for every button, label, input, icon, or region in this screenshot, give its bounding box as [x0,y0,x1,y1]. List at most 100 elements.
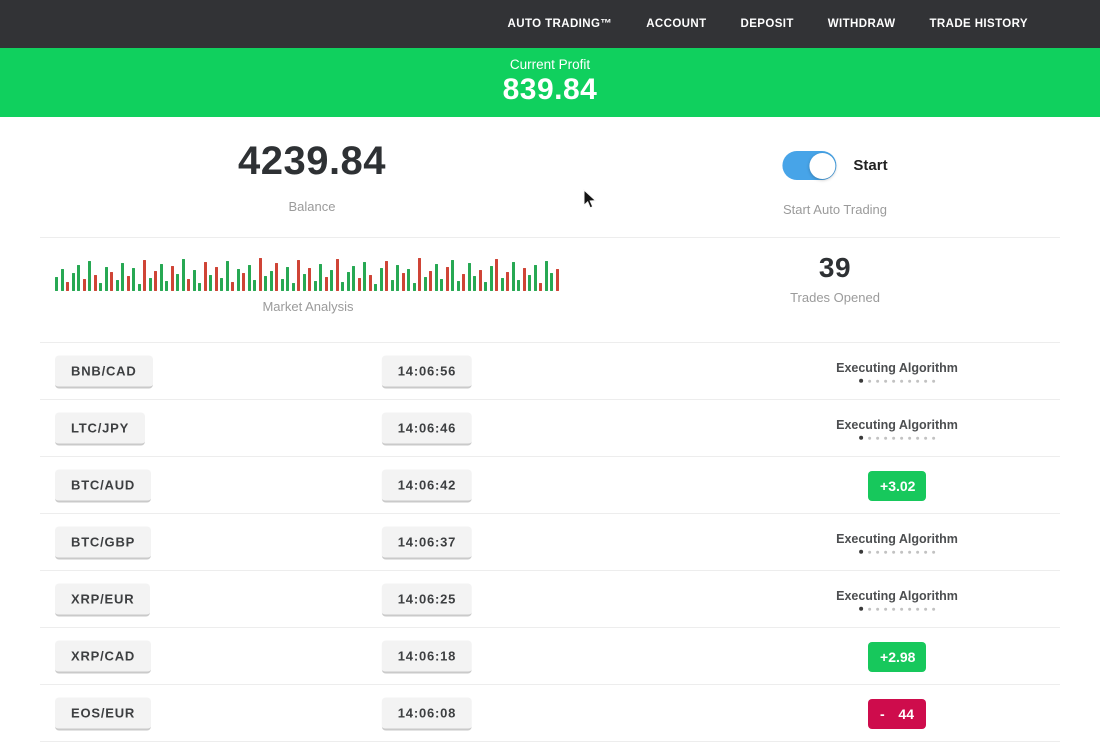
chart-bar [192,270,196,291]
trade-status: Executing Algorithm [836,531,958,554]
auto-trading-toggle[interactable] [782,151,837,180]
progress-dot [899,550,903,554]
chart-bar [517,280,520,291]
executing-progress-dots [836,549,958,554]
progress-dot [899,379,903,383]
chart-bar [258,258,262,291]
auto-trading-label: Start Auto Trading [782,202,888,217]
chart-bar [412,283,416,291]
trade-status: -44 [868,698,926,729]
chart-bar [528,275,531,291]
nav-item-account[interactable]: ACCOUNT [646,18,707,30]
chart-bar [88,261,91,291]
trade-status: +2.98 [868,641,926,672]
trade-status: Executing Algorithm [836,588,958,611]
chart-bar [242,273,245,291]
trade-status: Executing Algorithm [836,360,958,383]
progress-dot [858,378,863,383]
nav-item-trade-history[interactable]: TRADE HISTORY [929,18,1028,30]
trade-row: EOS/EUR 14:06:08 -44 [0,685,1100,742]
chart-bar [335,259,339,291]
progress-dot [915,550,919,554]
nav-item-auto-trading[interactable]: AUTO TRADING™ [507,18,613,30]
progress-dot [883,379,887,383]
toggle-state-label: Start [853,157,888,174]
progress-dot [891,379,895,383]
chart-bar [324,277,328,291]
toggle-knob [808,152,835,179]
chart-bar [253,280,256,291]
trades-opened-label: Trades Opened [790,290,880,305]
chart-bar [511,262,515,291]
progress-dot [915,436,919,440]
trade-status: Executing Algorithm [836,417,958,440]
executing-algorithm-label: Executing Algorithm [836,531,958,546]
result-sign: - [880,705,885,722]
chart-bar [330,270,333,291]
chart-bar [308,268,311,291]
trade-result-badge: +2.98 [868,641,926,672]
market-analysis-block: Market Analysis [55,254,561,314]
chart-bar [506,272,509,291]
chart-bar [170,266,174,291]
chart-bar [522,268,526,291]
chart-bar [115,280,119,291]
chart-bar [187,279,190,291]
chart-bar [176,274,179,291]
balance-block: 4239.84 Balance [238,139,386,214]
progress-dot [923,607,927,611]
chart-bar [363,262,366,291]
chart-bar [429,271,432,291]
progress-dot [867,379,871,383]
top-navigation: AUTO TRADING™ ACCOUNT DEPOSIT WITHDRAW TRADE… [0,0,1100,48]
chart-bar [280,279,284,291]
current-profit-value: 839.84 [502,73,598,106]
result-sign: + [880,648,889,665]
nav-item-deposit[interactable]: DEPOSIT [740,18,794,30]
trade-row: BTC/GBP 14:06:37 Executing Algorithm [0,514,1100,571]
chart-bar [231,282,234,291]
chart-bar [495,259,498,291]
pair-badge: XRP/CAD [55,640,152,673]
progress-dot [875,379,879,383]
progress-dot [899,607,903,611]
chart-bar [341,282,344,291]
chart-bar [346,272,350,291]
nav-item-withdraw[interactable]: WITHDRAW [827,18,896,30]
balance-section: 4239.84 Balance Start Start Auto Trading [0,117,1100,238]
chart-bar [544,261,548,291]
progress-dot [891,607,895,611]
chart-bar [143,260,146,291]
market-section: Market Analysis 39 Trades Opened [0,238,1100,343]
trade-row: XRP/EUR 14:06:25 Executing Algorithm [0,571,1100,628]
progress-dot [899,436,903,440]
chart-bar [220,278,223,291]
result-value: 44 [898,705,914,722]
trade-row: LTC/JPY 14:06:46 Executing Algorithm [0,400,1100,457]
chart-bar [462,274,465,291]
progress-dot [867,607,871,611]
pair-badge: EOS/EUR [55,697,152,730]
progress-dot [907,436,911,440]
trade-time-badge: 14:06:08 [381,697,473,730]
chart-bar [198,283,201,291]
current-profit-label: Current Profit [509,57,591,72]
chart-bar [104,267,108,291]
market-analysis-label: Market Analysis [262,299,354,314]
chart-bar [203,262,207,291]
executing-progress-dots [836,435,958,440]
executing-algorithm-label: Executing Algorithm [836,360,958,375]
chart-bar [247,265,251,291]
chart-bar [379,268,383,291]
progress-dot [875,436,879,440]
chart-bar [473,276,476,291]
chart-bar [555,269,559,291]
chart-bar [154,271,157,291]
chart-bar [456,281,460,291]
chart-bar [225,261,229,291]
nav-menu: AUTO TRADING™ ACCOUNT DEPOSIT WITHDRAW TRADE… [508,18,1100,30]
chart-bar [539,283,542,291]
chart-bar [209,275,212,291]
progress-dot [858,435,863,440]
pair-badge: XRP/EUR [55,583,151,616]
